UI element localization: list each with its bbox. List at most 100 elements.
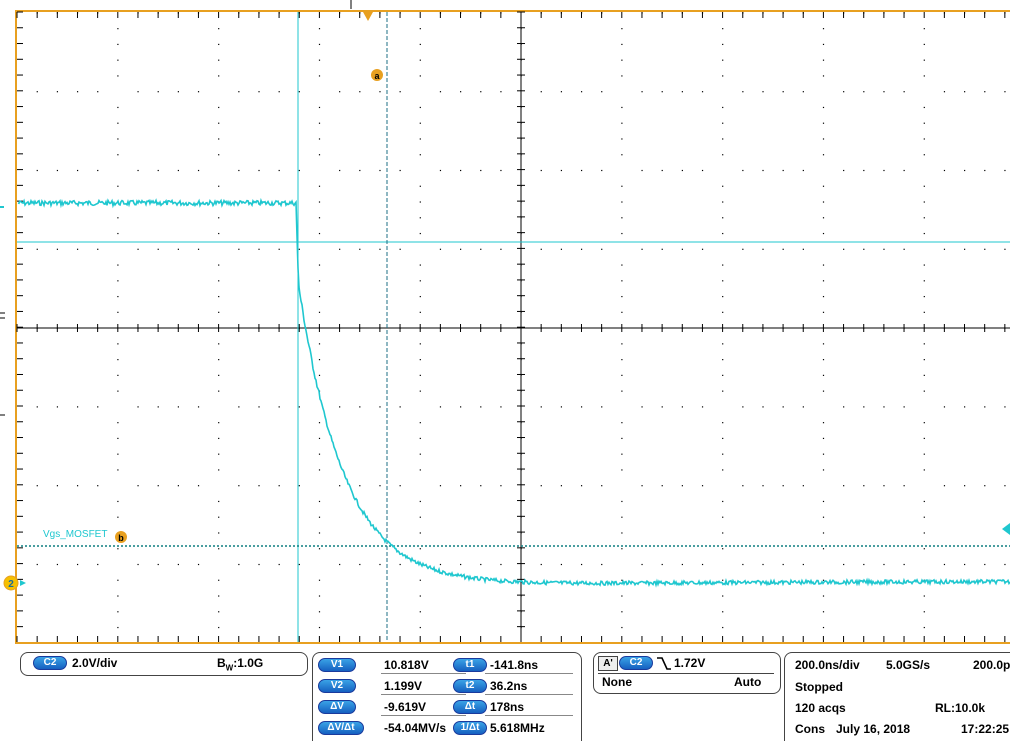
grid-dot: [238, 563, 240, 566]
grid-dot: [923, 295, 925, 298]
grid-dot: [278, 485, 280, 487]
trigger-position-marker[interactable]: [363, 12, 373, 21]
grid-dot: [258, 169, 260, 172]
grid-dot: [822, 579, 825, 581]
grid-dot: [1004, 485, 1006, 487]
delta-v-badge[interactable]: ΔV: [318, 700, 356, 714]
grid-dot: [419, 611, 421, 613]
grid-dot: [923, 390, 925, 392]
grid-dot: [762, 248, 764, 250]
waveform-display[interactable]: a b Vgs_MOSFET 2: [0, 0, 1010, 648]
grid-dot: [742, 169, 744, 172]
grid-dot: [318, 106, 321, 109]
grid-dot: [157, 248, 159, 250]
grid-dot: [601, 248, 603, 250]
grid-dot: [964, 563, 966, 566]
grid-dot: [923, 343, 925, 345]
grid-dot: [701, 485, 704, 487]
v1-badge[interactable]: V1: [318, 658, 356, 672]
grid-dot: [822, 359, 825, 361]
grid-dot: [318, 201, 321, 203]
trigger-mode-badge[interactable]: A': [598, 656, 618, 671]
grid-dot: [218, 343, 220, 345]
grid-dot: [117, 122, 119, 124]
dv-dt-badge[interactable]: ΔV/Δt: [318, 721, 364, 735]
grid-dot: [157, 406, 159, 408]
grid-dot: [117, 264, 119, 266]
channel-2-marker[interactable]: 2: [3, 575, 26, 591]
grid-dot: [621, 280, 623, 282]
grid-dot: [722, 453, 724, 455]
grid-dot: [218, 264, 220, 266]
grid-dot: [802, 485, 804, 487]
grid-dot: [318, 75, 321, 77]
grid-dot: [722, 280, 724, 282]
grid-dot: [480, 91, 482, 93]
delta-t-badge[interactable]: Δt: [453, 700, 487, 714]
grid-dot: [419, 75, 421, 77]
acquisition-readout[interactable]: 200.0ns/div 5.0GS/s 200.0ps Stopped 120 …: [784, 652, 1010, 741]
grid-dot: [419, 595, 421, 597]
grid-dot: [117, 106, 119, 109]
trigger-readout[interactable]: A' C2 1.72V None Auto: [593, 652, 781, 694]
grid-dot: [97, 169, 99, 172]
cursor-readout[interactable]: V1 10.818V V2 1.199V ΔV -9.619V ΔV/Δt -5…: [312, 652, 582, 741]
grid-dot: [500, 563, 502, 566]
channel-badge[interactable]: C2: [33, 656, 67, 670]
grid-dot: [822, 311, 825, 313]
grid-dot: [580, 406, 583, 408]
grid-dot: [621, 185, 623, 187]
grid-dot: [318, 374, 321, 376]
grid-dot: [621, 469, 623, 471]
cursor-a-marker[interactable]: a: [371, 69, 383, 81]
grid-dot: [197, 406, 200, 408]
grid-dot: [540, 406, 542, 408]
trigger-source-badge[interactable]: C2: [619, 656, 653, 670]
grid-dot: [218, 532, 220, 534]
grid-dot: [359, 485, 361, 487]
t1-badge[interactable]: t1: [453, 658, 487, 672]
grid-dot: [339, 406, 341, 408]
grid-dot: [621, 390, 623, 392]
grid-dot: [439, 169, 442, 172]
trigger-level-marker[interactable]: [1002, 523, 1010, 535]
grid-dot: [117, 595, 119, 597]
grid-dot: [419, 390, 421, 392]
grid-dot: [742, 563, 744, 566]
grid-dot: [318, 28, 321, 30]
grid-dot: [218, 75, 220, 77]
grid-dot: [359, 406, 361, 408]
grid-dot: [318, 122, 321, 124]
v2-badge[interactable]: V2: [318, 679, 356, 693]
grid-dot: [460, 485, 462, 487]
vertical-scale: 2.0V/div: [72, 656, 118, 670]
grid-dot: [318, 595, 321, 597]
grid-dot: [117, 43, 119, 46]
frequency-badge[interactable]: 1/Δt: [453, 721, 487, 735]
grid-dot: [258, 406, 260, 408]
grid-dot: [318, 437, 321, 440]
grid-dot: [762, 563, 764, 566]
grid-dot: [822, 469, 825, 471]
grid-dot: [197, 248, 200, 250]
grid-dot: [883, 91, 885, 93]
grid-dot: [722, 138, 724, 140]
grid-dot: [722, 43, 724, 46]
cell-line: [381, 655, 466, 674]
grid-dot: [117, 611, 119, 613]
grid-dot: [218, 154, 220, 156]
grid-dot: [117, 422, 119, 424]
cursor-b-marker[interactable]: b: [115, 531, 127, 543]
grid-dot: [117, 185, 119, 187]
grid-dot: [278, 91, 280, 93]
grid-dot: [97, 563, 99, 566]
grid-dot: [359, 91, 361, 93]
grid-dot: [722, 28, 724, 30]
grid-dot: [318, 532, 321, 534]
channel-readout[interactable]: C2 2.0V/div BW:1.0G: [20, 652, 308, 676]
grid-dot: [56, 91, 59, 93]
horizontal-position: 200.0ps: [973, 658, 1010, 672]
grid-dot: [278, 248, 280, 250]
t2-badge[interactable]: t2: [453, 679, 487, 693]
grid-dot: [278, 169, 280, 172]
